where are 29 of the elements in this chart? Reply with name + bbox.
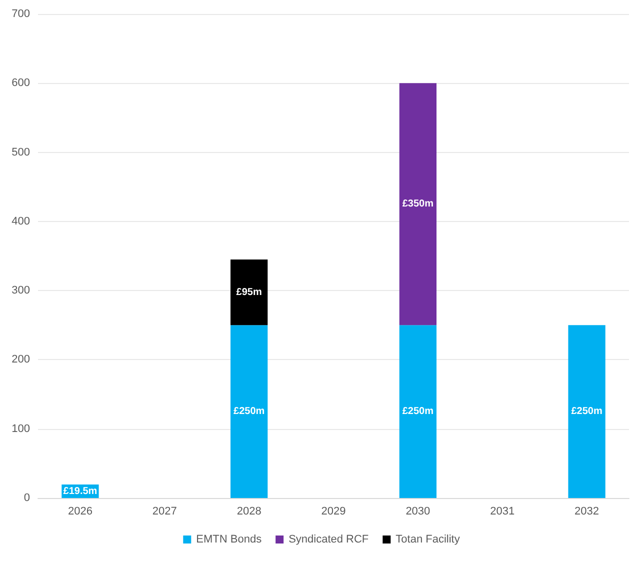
- data-label: £250m: [234, 406, 265, 418]
- bar: [399, 83, 437, 326]
- data-label: £250m: [571, 406, 602, 418]
- bar: [230, 259, 268, 326]
- legend-label: EMTN Bonds: [196, 534, 262, 546]
- x-tick-label: 2026: [68, 506, 92, 518]
- data-label: £95m: [236, 286, 262, 298]
- x-tick-label: 2030: [406, 506, 430, 518]
- y-tick-label: 200: [12, 354, 30, 366]
- x-tick-label: 2028: [236, 506, 262, 518]
- y-tick-label: 0: [24, 492, 30, 504]
- y-tick-label: 400: [12, 215, 30, 228]
- x-tick-label: 2032: [574, 506, 600, 518]
- y-tick-label: 500: [12, 146, 30, 158]
- data-label: £19.5m: [63, 486, 98, 497]
- data-label: £350m: [402, 198, 434, 210]
- bar: [568, 325, 606, 498]
- data-label: £250m: [402, 406, 434, 418]
- x-tick-label: 2029: [321, 506, 346, 518]
- y-tick-label: 300: [12, 284, 30, 297]
- legend-label: Totan Facility: [396, 534, 460, 546]
- x-tick-label: 2031: [490, 506, 515, 518]
- y-tick-label: 600: [12, 77, 30, 90]
- bar: [230, 325, 268, 498]
- x-tick-label: 2027: [152, 506, 177, 518]
- legend-label: Syndicated RCF: [288, 534, 369, 546]
- bar: [399, 325, 437, 498]
- y-tick-label: 100: [12, 422, 30, 435]
- y-tick-label: 700: [12, 8, 30, 20]
